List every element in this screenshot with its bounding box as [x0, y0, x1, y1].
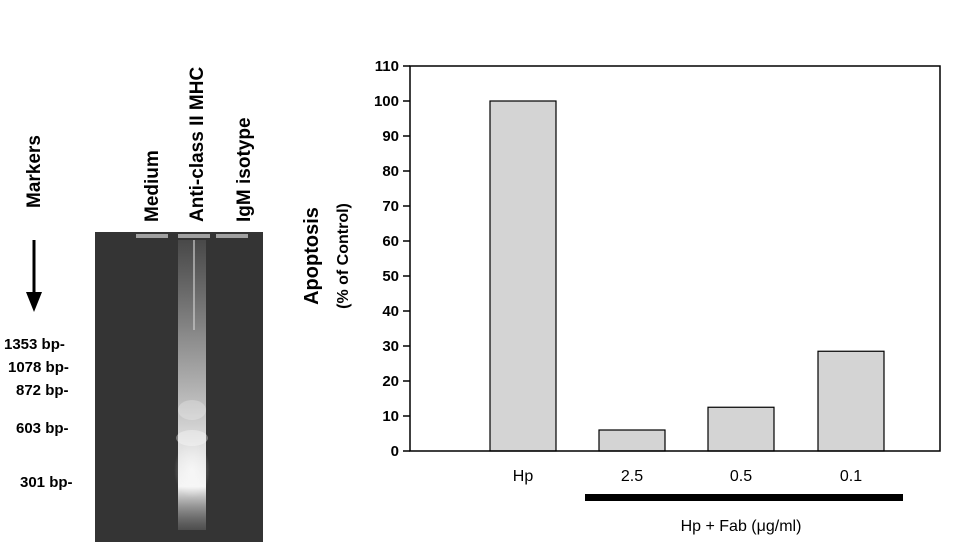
y-tick-label: 20: [382, 373, 399, 390]
y-tick-label: 70: [382, 198, 399, 215]
bar: [817, 350, 885, 452]
lane-label-igm-isotype: IgM isotype: [234, 117, 255, 222]
x-tick-label: 0.1: [840, 468, 862, 485]
gel-panel: Markers Medium Anti-class II MHC IgM iso…: [4, 67, 263, 542]
lane-label-markers: Markers: [24, 135, 45, 208]
group-bracket-bar: [585, 494, 903, 501]
lane-label-anti-class-ii-mhc: Anti-class II MHC: [187, 67, 208, 222]
arrow-down-icon: [26, 240, 42, 312]
bar: [707, 406, 775, 452]
bar-chart: Apoptosis (% of Control) 0 10 20 30 40 50 60 70…: [301, 58, 941, 535]
y-tick-label: 60: [382, 233, 399, 250]
plot-frame: [409, 65, 941, 452]
y-tick-label: 90: [382, 128, 399, 145]
lane-label-medium: Medium: [142, 150, 163, 222]
gel-image: [95, 232, 263, 542]
y-axis-label: Apoptosis: [301, 207, 323, 305]
y-tick-label: 110: [375, 58, 399, 75]
y-axis-sublabel: (% of Control): [335, 203, 352, 309]
marker-label-872: 872 bp-: [16, 382, 69, 399]
y-tick-label: 30: [382, 338, 399, 355]
y-ticks: 0 10 20 30 40 50 60 70 80 90 100 110: [374, 58, 410, 460]
y-tick-label: 80: [382, 163, 399, 180]
bar: [598, 429, 666, 452]
y-tick-label: 50: [382, 268, 399, 285]
group-bracket-label: Hp + Fab (μg/ml): [681, 518, 802, 535]
y-tick-label: 40: [382, 303, 399, 320]
bar: [489, 100, 557, 452]
marker-label-603: 603 bp-: [16, 420, 69, 437]
x-tick-label: 2.5: [621, 468, 643, 485]
x-tick-label: Hp: [513, 468, 534, 485]
x-tick-labels: Hp 2.5 0.5 0.1: [513, 468, 862, 485]
y-tick-label: 100: [374, 93, 399, 110]
marker-label-1078: 1078 bp-: [8, 359, 69, 376]
marker-label-1353: 1353 bp-: [4, 336, 65, 353]
y-tick-label: 10: [382, 408, 399, 425]
x-tick-label: 0.5: [730, 468, 752, 485]
y-tick-label: 0: [391, 443, 399, 460]
bars: [489, 100, 885, 452]
marker-label-301: 301 bp-: [20, 474, 73, 491]
